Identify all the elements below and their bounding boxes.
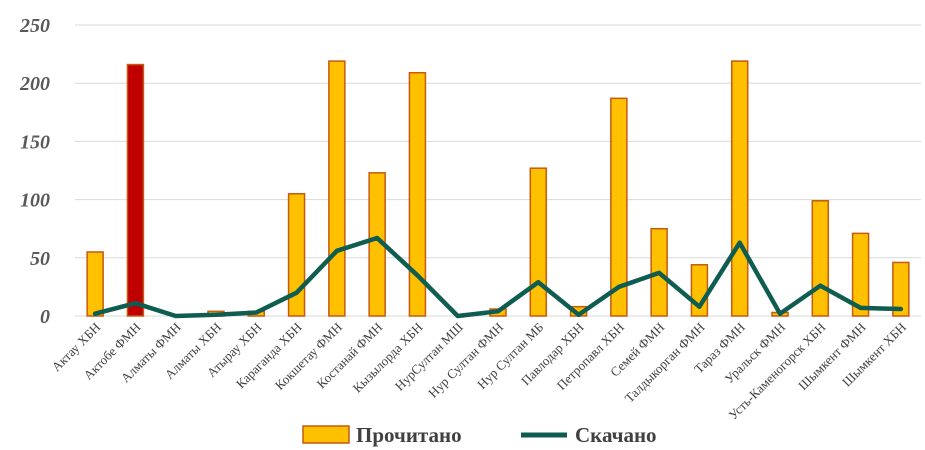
legend: Прочитано Скачано — [302, 423, 657, 447]
line-point — [778, 311, 782, 316]
line-point — [133, 301, 138, 306]
bar — [730, 60, 749, 317]
line-point — [818, 283, 823, 288]
legend-label-downloaded: Скачано — [575, 423, 657, 447]
line-point — [536, 280, 541, 285]
line-point — [93, 311, 98, 316]
bar — [529, 167, 548, 317]
line-point — [214, 312, 218, 317]
gridlines — [75, 24, 921, 317]
line-point — [737, 240, 742, 245]
y-tick-label: 0 — [40, 306, 50, 328]
line-point — [173, 314, 178, 318]
line-series — [92, 235, 904, 319]
line-point — [375, 236, 380, 241]
legend-label-read: Прочитано — [356, 423, 462, 447]
bar — [811, 200, 830, 317]
y-tick-label: 50 — [30, 248, 50, 270]
legend-swatch-read — [302, 425, 350, 444]
bar — [86, 251, 104, 317]
line-point — [254, 310, 259, 315]
line-point — [415, 273, 420, 278]
y-tick-label: 150 — [20, 131, 50, 153]
y-tick-label: 250 — [19, 15, 50, 37]
line-downloaded — [92, 235, 904, 319]
bar-series — [86, 60, 910, 317]
bar — [328, 60, 346, 317]
bar — [892, 261, 910, 317]
bar — [126, 63, 145, 317]
y-tick-label: 200 — [19, 73, 50, 95]
x-tick-label: Кызылорда ХБН — [350, 320, 426, 396]
line-point — [334, 248, 339, 253]
line-point — [616, 284, 621, 289]
line-point — [898, 307, 903, 312]
y-axis: 0 50 100 150 200 250 — [19, 15, 50, 328]
bar — [851, 232, 870, 317]
line-point — [576, 312, 581, 317]
line-point — [657, 270, 662, 275]
line-point — [294, 290, 299, 295]
line-point — [697, 304, 702, 309]
line-point — [496, 309, 500, 314]
y-tick-label: 100 — [20, 190, 50, 212]
line-point — [455, 314, 460, 318]
bar — [408, 71, 427, 317]
line-point — [858, 305, 863, 310]
bar — [610, 97, 628, 317]
